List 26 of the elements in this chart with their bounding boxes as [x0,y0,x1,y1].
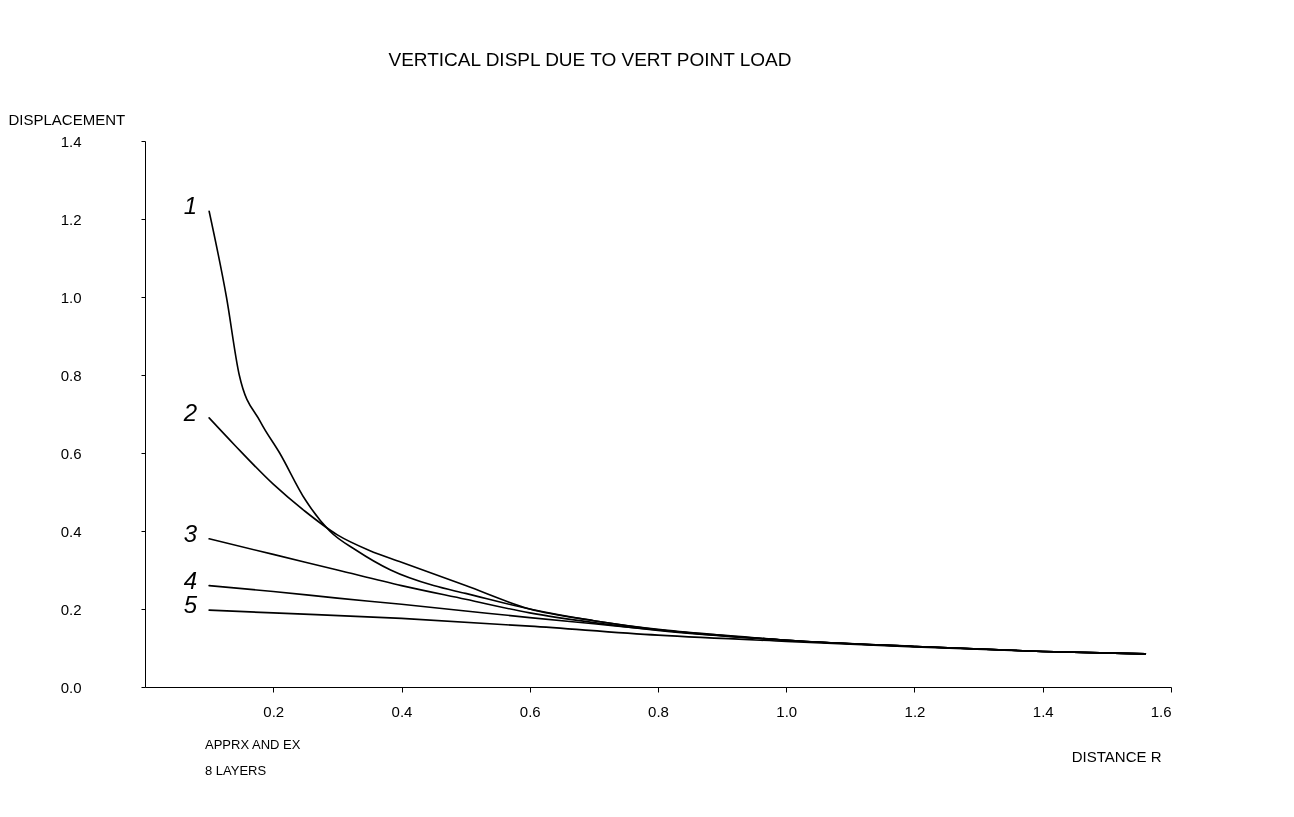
text: 8 LAYERS [205,763,267,778]
y-tick-label: 1.4 [60,132,82,150]
x-tick-label: 0.8 [648,702,669,720]
y-tick-label: 1.0 [60,288,82,306]
x-tick-label: 0.6 [519,702,541,720]
y-tick-label: 1.2 [60,210,82,228]
legend-label: 5 [183,591,198,619]
series-label: 4 [183,566,198,594]
x-tick-label: 0.2 [263,702,285,720]
series-label: 2 [182,398,198,426]
x-tick-label: 1.6 [1150,702,1172,720]
chart-title: VERTICAL DISPL DUE TO VERT POINT LOAD [388,49,792,70]
y-axis-title: DISPLACEMENT [8,110,126,128]
x-tick-label: 0.4 [391,702,413,720]
y-tick-label: 0.2 [60,600,82,618]
y-tick-label: 0.6 [60,444,82,462]
legend-label: 3 [183,519,198,547]
x-tick-label: 1.0 [776,702,798,720]
x-axis-title: DISTANCE R [1071,747,1162,765]
x-tick-label: 1.2 [904,702,926,720]
x-tick-label: 1.4 [1032,702,1054,720]
y-tick-label: 0.4 [60,522,82,540]
y-tick-label: 0.0 [60,678,82,696]
legend-label: 1 [183,192,198,220]
y-tick-label: 0.8 [60,366,82,384]
text: APPRX AND EX [205,737,301,752]
